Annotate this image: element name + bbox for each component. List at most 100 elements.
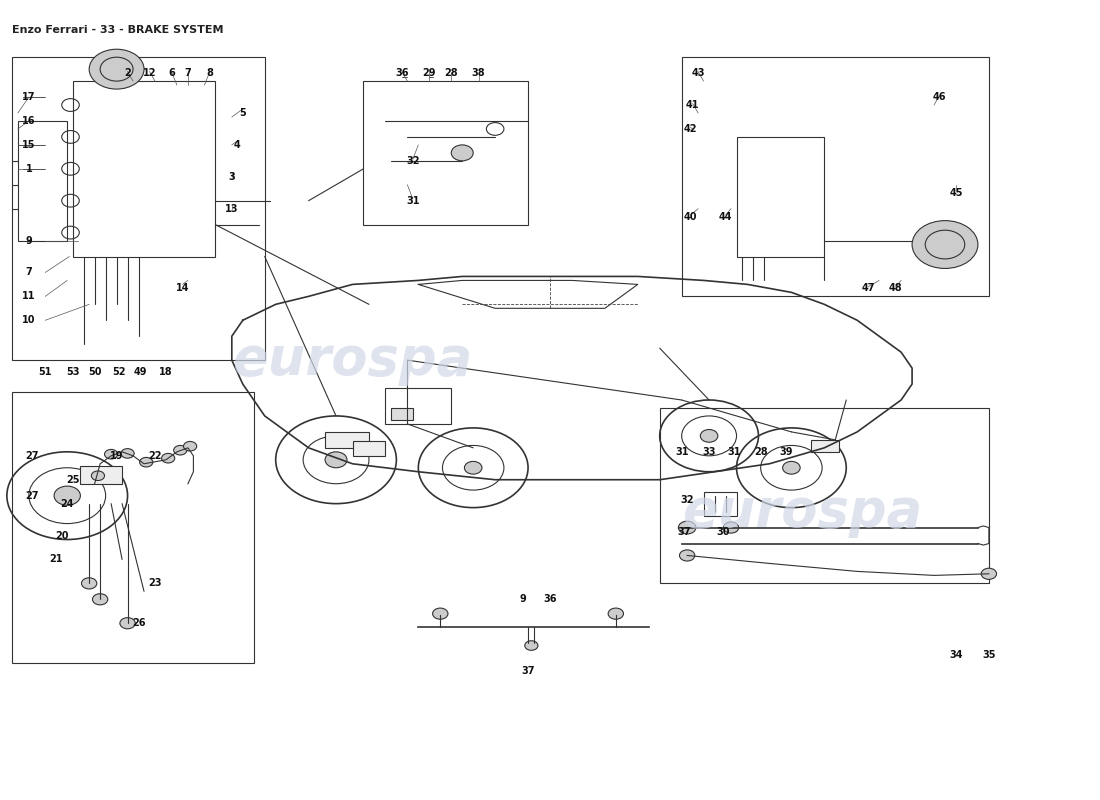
Text: 40: 40 [684,212,697,222]
Text: 16: 16 [22,116,35,126]
Text: 1: 1 [25,164,32,174]
Bar [811,440,838,452]
Bar [80,466,122,484]
Circle shape [525,641,538,650]
Bar [12,392,254,663]
Text: 23: 23 [148,578,162,588]
Text: 28: 28 [444,68,458,78]
Circle shape [608,608,624,619]
Text: 47: 47 [861,283,875,294]
Circle shape [724,522,739,533]
Bar [660,408,989,583]
Text: 33: 33 [702,447,716,457]
Bar [352,442,385,456]
Text: 2: 2 [124,68,131,78]
Text: 8: 8 [207,68,213,78]
Text: 45: 45 [949,188,962,198]
Text: 49: 49 [134,367,147,377]
Text: 18: 18 [160,367,173,377]
Bar [363,81,528,225]
Text: eurospa: eurospa [682,486,923,538]
Text: 27: 27 [25,490,39,501]
Bar [73,81,216,257]
Bar [390,408,412,420]
Circle shape [701,430,718,442]
Text: 17: 17 [22,92,35,102]
Text: 35: 35 [982,650,996,660]
Text: 3: 3 [229,172,235,182]
Text: 21: 21 [50,554,63,565]
Circle shape [174,446,187,455]
Text: 50: 50 [88,367,101,377]
Circle shape [140,458,153,467]
Text: 31: 31 [406,196,419,206]
Bar [704,492,737,515]
Text: 25: 25 [66,474,79,485]
Bar [326,432,368,448]
Text: eurospa: eurospa [232,334,473,386]
Circle shape [326,452,346,468]
Circle shape [162,454,175,463]
Circle shape [120,618,135,629]
Circle shape [981,568,997,579]
Text: 11: 11 [22,291,35,302]
Circle shape [184,442,197,451]
Circle shape [451,145,473,161]
Bar [737,137,824,257]
Text: 36: 36 [395,68,408,78]
Circle shape [464,462,482,474]
Text: 44: 44 [718,212,733,222]
Text: 22: 22 [148,451,162,461]
Bar [18,121,67,241]
Text: 28: 28 [754,447,768,457]
Text: 41: 41 [686,100,700,110]
Text: 48: 48 [889,283,902,294]
Text: 43: 43 [692,68,705,78]
Text: 37: 37 [521,666,535,676]
Text: 6: 6 [168,68,175,78]
Circle shape [92,594,108,605]
Circle shape [121,449,134,458]
Text: 42: 42 [684,124,697,134]
Bar [682,57,989,296]
Text: 39: 39 [779,447,793,457]
Text: 4: 4 [234,140,241,150]
Text: 5: 5 [240,108,246,118]
Text: 13: 13 [226,204,239,214]
Text: 30: 30 [716,526,730,537]
Text: 19: 19 [110,451,123,461]
Circle shape [680,550,695,561]
Circle shape [679,521,696,534]
Text: 10: 10 [22,315,35,326]
Text: 51: 51 [39,367,52,377]
Text: 32: 32 [681,494,694,505]
Text: 20: 20 [55,530,68,541]
Circle shape [54,486,80,506]
Text: 32: 32 [406,156,419,166]
Text: Enzo Ferrari - 33 - BRAKE SYSTEM: Enzo Ferrari - 33 - BRAKE SYSTEM [12,26,224,35]
Text: 29: 29 [422,68,436,78]
Text: 27: 27 [25,451,39,461]
Text: 53: 53 [66,367,79,377]
Circle shape [81,578,97,589]
Text: 34: 34 [949,650,962,660]
Bar [12,57,265,360]
Circle shape [782,462,800,474]
Text: 31: 31 [675,447,689,457]
Text: 52: 52 [112,367,125,377]
Circle shape [912,221,978,269]
Text: 36: 36 [543,594,557,604]
Circle shape [91,471,104,481]
Circle shape [89,50,144,89]
Text: 46: 46 [933,92,946,102]
Text: 7: 7 [185,68,191,78]
Text: 12: 12 [143,68,156,78]
Text: 31: 31 [727,447,741,457]
Text: 9: 9 [519,594,526,604]
Text: 14: 14 [176,283,189,294]
Text: 7: 7 [25,267,32,278]
Text: 15: 15 [22,140,35,150]
Circle shape [104,450,118,459]
Text: 26: 26 [132,618,145,628]
Text: 9: 9 [25,235,32,246]
